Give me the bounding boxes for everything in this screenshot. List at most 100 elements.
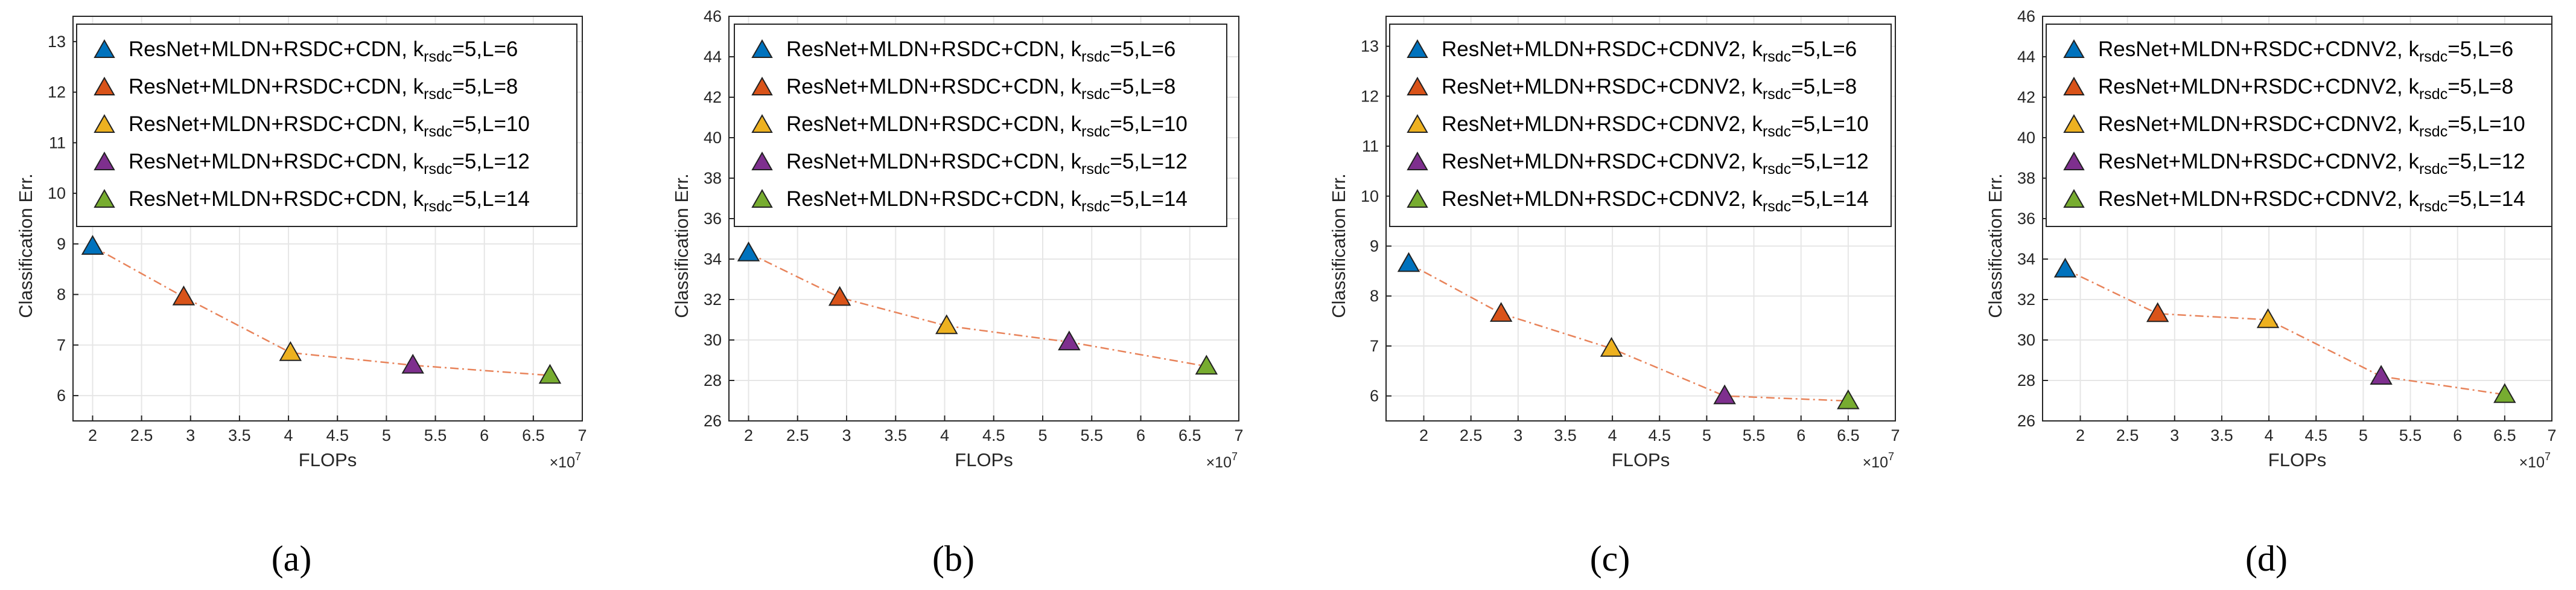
y-tick-label: 11 bbox=[1362, 137, 1379, 155]
legend-marker bbox=[1407, 39, 1428, 58]
y-tick-label: 9 bbox=[1370, 237, 1379, 255]
legend-marker bbox=[1407, 76, 1428, 95]
x-tick-label: 2 bbox=[88, 426, 97, 444]
legend-label: ResNet+MLDN+RSDC+CDNV2, krsdc=5,L=8 bbox=[2098, 75, 2513, 103]
x-tick-label: 2.5 bbox=[130, 426, 153, 444]
x-tick-label: 4.5 bbox=[326, 426, 349, 444]
y-tick-label: 26 bbox=[2017, 412, 2035, 430]
y-tick-label: 42 bbox=[2017, 88, 2035, 106]
legend-marker bbox=[1407, 188, 1428, 208]
data-point-marker bbox=[401, 353, 424, 374]
legend-label: ResNet+MLDN+RSDC+CDN, krsdc=5,L=6 bbox=[129, 37, 518, 65]
x-axis-label: FLOPs bbox=[299, 449, 357, 470]
legend-marker bbox=[751, 188, 773, 208]
x-tick-label: 3.5 bbox=[1554, 426, 1577, 444]
y-tick-label: 13 bbox=[1361, 37, 1379, 56]
data-point-marker bbox=[1058, 330, 1081, 351]
x-tick-label: 5 bbox=[2359, 426, 2368, 444]
y-tick-label: 38 bbox=[2017, 169, 2035, 187]
legend-box bbox=[2046, 24, 2552, 227]
y-axis-label: Classification Err. bbox=[671, 173, 692, 318]
x-axis-label: FLOPs bbox=[2268, 449, 2326, 470]
x-tick-label: 7 bbox=[2547, 426, 2556, 444]
data-point-marker bbox=[1195, 354, 1218, 375]
x-tick-label: 3.5 bbox=[2210, 426, 2233, 444]
axes-box bbox=[72, 16, 583, 422]
y-tick-label: 38 bbox=[704, 169, 722, 187]
legend-label: ResNet+MLDN+RSDC+CDNV2, krsdc=5,L=10 bbox=[1442, 112, 1869, 140]
legend-label: ResNet+MLDN+RSDC+CDN, krsdc=5,L=14 bbox=[129, 187, 530, 215]
y-tick-label: 28 bbox=[2017, 371, 2035, 390]
x-tick-label: 4.5 bbox=[1648, 426, 1671, 444]
legend-marker bbox=[751, 114, 773, 133]
chart-panel-4: 2 2.5 3 3.5 4 4.5 5 5.5 6 6.5 7 26 28 30 32 34 36 38 40 42 4… bbox=[1985, 7, 2557, 579]
y-axis-label: Classification Err. bbox=[1985, 173, 2006, 318]
data-point-marker bbox=[1713, 384, 1736, 405]
x-tick-label: 3 bbox=[1513, 426, 1522, 444]
x-tick-label: 2.5 bbox=[2116, 426, 2139, 444]
data-point-marker bbox=[935, 314, 958, 335]
legend-marker bbox=[94, 39, 115, 58]
data-point-marker bbox=[2146, 302, 2169, 322]
axes-box bbox=[1385, 16, 1896, 422]
legend-marker bbox=[2063, 76, 2085, 95]
legend-marker bbox=[2063, 39, 2085, 58]
data-point-marker bbox=[1600, 337, 1623, 357]
x-tick-label: 5.5 bbox=[424, 426, 447, 444]
legend-marker bbox=[94, 76, 115, 95]
x-tick-label: 5.5 bbox=[2399, 426, 2422, 444]
data-point-marker bbox=[2256, 308, 2280, 329]
x-tick-label: 5.5 bbox=[1743, 426, 1766, 444]
y-tick-label: 30 bbox=[2017, 331, 2035, 349]
y-tick-label: 42 bbox=[704, 88, 722, 106]
y-axis-label: Classification Err. bbox=[1328, 173, 1349, 318]
legend-label: ResNet+MLDN+RSDC+CDN, krsdc=5,L=8 bbox=[129, 75, 518, 103]
x-tick-label: 3 bbox=[842, 426, 851, 444]
x-tick-label: 6.5 bbox=[2493, 426, 2516, 444]
legend-box bbox=[76, 24, 577, 227]
data-point-marker bbox=[2370, 365, 2393, 385]
y-tick-label: 11 bbox=[49, 133, 66, 152]
x-tick-label: 5 bbox=[382, 426, 391, 444]
x-tick-label: 7 bbox=[1234, 426, 1243, 444]
x-multiplier: ×107 bbox=[2519, 451, 2551, 471]
y-tick-label: 12 bbox=[1361, 87, 1379, 105]
x-tick-label: 6.5 bbox=[1178, 426, 1201, 444]
y-tick-label: 10 bbox=[1361, 187, 1379, 205]
legend-label: ResNet+MLDN+RSDC+CDN, krsdc=5,L=10 bbox=[129, 112, 530, 140]
x-tick-label: 2.5 bbox=[1460, 426, 1483, 444]
y-tick-label: 12 bbox=[48, 83, 66, 101]
legend-marker bbox=[751, 76, 773, 95]
legend-marker bbox=[751, 151, 773, 170]
x-tick-label: 6 bbox=[480, 426, 489, 444]
legend-label: ResNet+MLDN+RSDC+CDNV2, krsdc=5,L=10 bbox=[2098, 112, 2525, 140]
data-point-marker bbox=[279, 341, 302, 361]
legend-marker bbox=[751, 39, 773, 58]
legend-marker bbox=[94, 188, 115, 208]
x-tick-label: 3.5 bbox=[884, 426, 907, 444]
data-point-marker bbox=[2053, 257, 2077, 278]
y-tick-label: 36 bbox=[704, 210, 722, 228]
legend-box bbox=[734, 24, 1227, 227]
legend-label: ResNet+MLDN+RSDC+CDNV2, krsdc=5,L=12 bbox=[2098, 150, 2525, 178]
y-tick-label: 34 bbox=[704, 250, 722, 268]
y-tick-label: 7 bbox=[57, 336, 66, 354]
x-tick-label: 2 bbox=[1419, 426, 1428, 444]
legend-label: ResNet+MLDN+RSDC+CDN, krsdc=5,L=12 bbox=[786, 150, 1188, 178]
legend-marker bbox=[2063, 114, 2085, 133]
x-tick-label: 7 bbox=[577, 426, 587, 444]
legend-marker bbox=[94, 114, 115, 133]
legend-label: ResNet+MLDN+RSDC+CDNV2, krsdc=5,L=14 bbox=[1442, 187, 1869, 215]
y-tick-label: 8 bbox=[57, 286, 66, 304]
x-tick-label: 4.5 bbox=[982, 426, 1005, 444]
y-axis-label: Classification Err. bbox=[15, 173, 36, 318]
legend-label: ResNet+MLDN+RSDC+CDNV2, krsdc=5,L=6 bbox=[1442, 37, 1857, 65]
chart-panel-3: 2 2.5 3 3.5 4 4.5 5 5.5 6 6.5 7 6 7 8 9 10 11 12 13 FLOPs Cl… bbox=[1328, 16, 1900, 579]
data-point-marker bbox=[538, 364, 562, 384]
data-point-marker bbox=[1489, 302, 1513, 322]
x-multiplier-exponent: 7 bbox=[575, 451, 581, 463]
panel-caption: (a) bbox=[272, 539, 312, 579]
legend: ResNet+MLDN+RSDC+CDN, krsdc=5,L=6 ResNet+… bbox=[76, 24, 577, 227]
x-axis-label: FLOPs bbox=[955, 449, 1013, 470]
